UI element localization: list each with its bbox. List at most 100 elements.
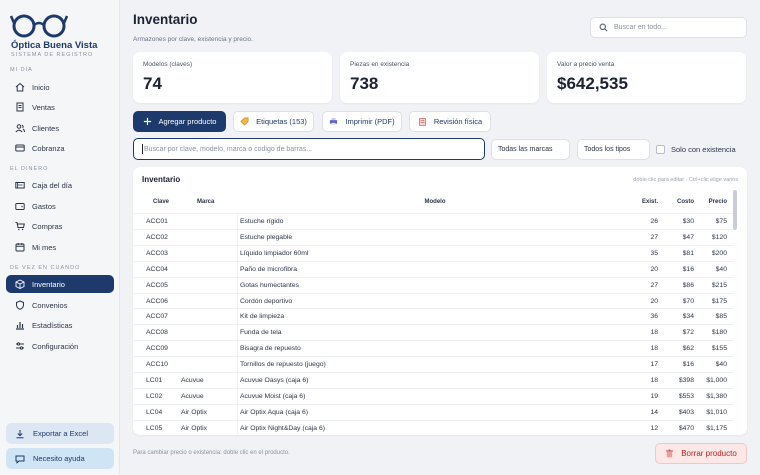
search-icon xyxy=(599,23,608,32)
chat-icon xyxy=(15,455,25,464)
table-row[interactable]: ACC10 Tornillos de repuesto (juego) 17 $16 $… xyxy=(133,356,733,372)
cell-clave: ACC07 xyxy=(146,313,168,321)
sidebar-item-convenios[interactable]: Convenios xyxy=(6,296,114,314)
global-search-placeholder: Buscar en todo... xyxy=(614,24,667,31)
stock-only-toggle[interactable]: Solo con existencia xyxy=(656,139,736,160)
cell-precio: $75 xyxy=(715,218,727,225)
sliders-icon xyxy=(16,342,24,350)
print-pdf-button[interactable]: Imprimir (PDF) xyxy=(322,111,402,132)
cell-modelo: Paño de microfibra xyxy=(240,265,298,273)
stat-value: 74 xyxy=(143,74,162,93)
receipt-icon xyxy=(16,102,24,112)
sidebar-item-label: Inventario xyxy=(32,279,65,289)
table-row[interactable]: ACC08 Funda de tela 18 $72 $180 xyxy=(133,324,733,340)
labels-button[interactable]: Etiquetas (153) xyxy=(233,111,314,132)
sidebar-item-mi-mes[interactable]: Mi mes xyxy=(6,238,114,256)
stat-card-value: Valor a precio venta $642,535 xyxy=(547,52,746,103)
inventory-search-input[interactable]: Buscar por clave, modelo, marca o codigo… xyxy=(133,138,485,160)
cell-exist: 18 xyxy=(650,377,658,384)
cell-modelo: Estuche rígido xyxy=(240,218,284,225)
cell-exist: 36 xyxy=(650,313,658,321)
table-row[interactable]: LC02 Acuvue Acuvue Moist (caja 6) 19 $553 $1,… xyxy=(133,387,733,404)
export-excel-button[interactable]: Exportar a Excel xyxy=(6,423,114,444)
clipboard-icon xyxy=(418,118,426,126)
table-row[interactable]: LC01 Acuvue Acuvue Oasys (caja 6) 18 $398 $1,… xyxy=(133,372,733,388)
sidebar-item-ventas[interactable]: Ventas xyxy=(6,98,114,116)
cell-exist: 26 xyxy=(650,218,658,225)
sidebar-item-configuracion[interactable]: Configuración xyxy=(6,337,114,355)
cell-modelo: Kit de limpieza xyxy=(240,313,285,321)
stat-card-pieces: Piezas en existencia 738 xyxy=(340,52,539,103)
table-row[interactable]: LC04 Air Optix Air Optix Aqua (caja 6) 14 $4… xyxy=(133,403,733,420)
table-row[interactable]: ACC09 Bisagra de repuesto 18 $62 $155 xyxy=(133,340,733,356)
cell-exist: 27 xyxy=(650,233,658,241)
sidebar-item-clientes[interactable]: Clientes xyxy=(6,119,114,137)
sidebar-item-estadisticas[interactable]: Estadísticas xyxy=(6,316,114,334)
stat-value: $642,535 xyxy=(557,74,628,93)
global-search-input[interactable]: Buscar en todo... xyxy=(590,17,747,38)
cell-precio: $1,010 xyxy=(706,408,727,416)
stock-only-checkbox[interactable] xyxy=(656,145,665,154)
column-header-precio[interactable]: Precio xyxy=(708,199,727,205)
cell-clave: ACC04 xyxy=(146,265,168,273)
cell-marca xyxy=(181,309,231,325)
cell-exist: 20 xyxy=(650,265,658,273)
column-header-costo[interactable]: Costo xyxy=(677,199,694,205)
add-product-button[interactable]: Agregar producto xyxy=(133,111,226,132)
cell-marca: Acuvue xyxy=(181,377,204,384)
cell-clave: LC02 xyxy=(146,392,163,400)
brand-select[interactable]: Todas las marcas xyxy=(491,139,570,160)
sidebar-item-label: Cobranza xyxy=(32,143,65,153)
sidebar-item-label: Clientes xyxy=(32,123,60,133)
cell-clave: ACC03 xyxy=(146,249,168,257)
cell-marca xyxy=(181,262,231,278)
table-title: Inventario xyxy=(142,175,181,184)
cell-clave: LC01 xyxy=(146,377,163,384)
table-hint: doble clic para editar · Ctrl+clic elige… xyxy=(633,177,738,183)
cell-precio: $175 xyxy=(711,297,727,305)
table-row[interactable]: ACC02 Estuche plegable 27 $47 $120 xyxy=(133,228,733,245)
cell-precio: $1,000 xyxy=(706,377,727,384)
cell-precio: $1,175 xyxy=(706,424,727,432)
inventory-table-panel: Inventario doble clic para editar · Ctrl… xyxy=(133,167,747,435)
export-excel-label: Exportar a Excel xyxy=(33,429,89,438)
brand-select-value: Todas las marcas xyxy=(498,146,553,153)
column-header-modelo[interactable]: Modelo xyxy=(424,199,446,205)
sidebar-item-gastos[interactable]: Gastos xyxy=(6,197,114,215)
table-row[interactable]: LC05 Air Optix Air Optix Night&Day (caja 6… xyxy=(133,419,733,435)
physical-review-button[interactable]: Revisión física xyxy=(409,111,491,132)
cell-clave: LC05 xyxy=(146,424,163,432)
sidebar-item-inicio[interactable]: Inicio xyxy=(6,78,114,96)
column-header-clave[interactable]: Clave xyxy=(152,199,169,205)
column-header-exist[interactable]: Exist. xyxy=(641,199,658,205)
type-select[interactable]: Todos los tipos xyxy=(577,139,650,160)
sidebar-item-compras[interactable]: Compras xyxy=(6,217,114,235)
column-header-marca[interactable]: Marca xyxy=(197,199,215,205)
trash-icon xyxy=(666,449,674,458)
cell-precio: $120 xyxy=(711,233,727,241)
cell-marca xyxy=(181,214,231,230)
cell-modelo: Tornillos de repuesto (juego) xyxy=(240,361,326,369)
delete-product-button[interactable]: Borrar producto xyxy=(655,443,747,464)
table-row[interactable]: ACC07 Kit de limpieza 36 $34 $85 xyxy=(133,308,733,324)
cell-exist: 35 xyxy=(650,249,658,257)
table-row[interactable]: ACC06 Cordón deportivo 20 $70 $175 xyxy=(133,292,733,309)
table-row[interactable]: ACC04 Paño de microfibra 20 $16 $40 xyxy=(133,260,733,278)
cell-costo: $47 xyxy=(682,233,694,241)
labels-label: Etiquetas (153) xyxy=(256,117,307,126)
table-row[interactable]: ACC05 Gotas humectantes 27 $86 $215 xyxy=(133,276,733,294)
table-scrollbar[interactable] xyxy=(733,190,737,230)
sidebar-item-cobranza[interactable]: Cobranza xyxy=(6,139,114,157)
table-row[interactable]: ACC01 Estuche rígido 26 $30 $75 xyxy=(133,213,733,229)
cell-clave: ACC10 xyxy=(146,361,168,369)
sidebar-item-caja-del-dia[interactable]: Caja del día xyxy=(6,176,114,194)
sidebar-item-inventario[interactable]: Inventario xyxy=(6,275,114,293)
table-row[interactable]: ACC03 Líquido limpiador 60ml 35 $81 $200 xyxy=(133,244,733,261)
cell-costo: $403 xyxy=(678,408,694,416)
cell-costo: $86 xyxy=(682,281,694,289)
add-product-label: Agregar producto xyxy=(158,117,217,126)
section-title-el-dinero: EL DINERO xyxy=(10,166,49,172)
stat-card-models: Modelos (claves) 74 xyxy=(133,52,332,103)
help-button[interactable]: Necesito ayuda xyxy=(6,448,114,469)
cell-marca xyxy=(181,278,231,294)
